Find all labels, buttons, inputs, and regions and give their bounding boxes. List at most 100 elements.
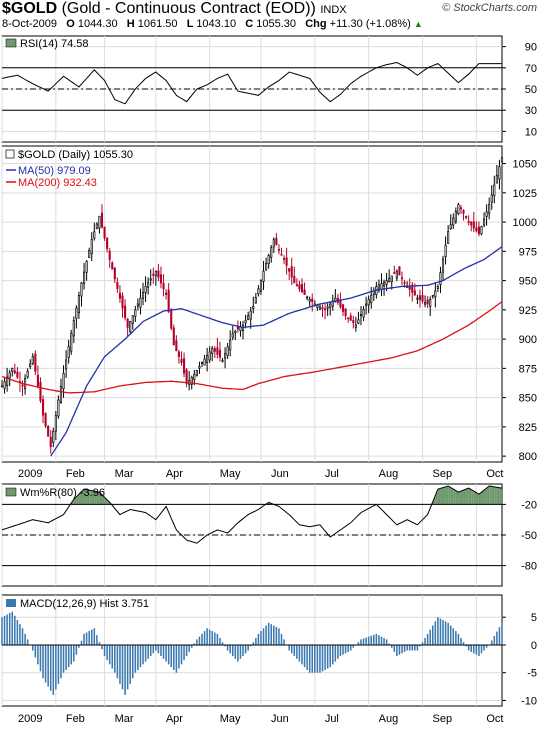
price-candle bbox=[436, 284, 439, 293]
macd-hist-bar bbox=[160, 644, 162, 657]
price-candle-body bbox=[411, 284, 414, 293]
price-candle-body bbox=[180, 358, 183, 363]
price-candle-body bbox=[429, 299, 432, 307]
price-candle bbox=[493, 175, 496, 204]
price-candle-body bbox=[329, 303, 332, 308]
macd-x-axis: 2009 Feb Mar Apr May Jun Jul Aug Sep Oct bbox=[18, 713, 503, 725]
price-candle bbox=[416, 294, 419, 305]
price-candle-body bbox=[82, 271, 86, 284]
price-candle-body bbox=[98, 215, 101, 229]
price-candle bbox=[3, 376, 6, 394]
price-candle bbox=[447, 225, 450, 244]
price-candle-body bbox=[308, 298, 311, 302]
price-candle bbox=[77, 291, 80, 319]
williams-overbought-fill bbox=[440, 487, 444, 505]
williams-overbought-fill bbox=[471, 489, 474, 505]
price-candle bbox=[308, 296, 311, 307]
macd-hist-bar bbox=[214, 632, 216, 645]
price-candle bbox=[490, 185, 493, 210]
price-candle-body bbox=[141, 291, 145, 299]
price-candle-body bbox=[144, 286, 147, 294]
williams-tick-label: -20 bbox=[521, 499, 537, 511]
macd-hist-bar bbox=[383, 638, 385, 645]
price-candle bbox=[118, 285, 122, 303]
williams-overbought-fill bbox=[99, 492, 102, 505]
macd-hist-bar bbox=[273, 625, 275, 645]
macd-hist-bar bbox=[237, 644, 239, 662]
macd-hist-bar bbox=[78, 644, 80, 648]
macd-hist-bar bbox=[39, 644, 42, 672]
williams-legend: Wm%R(80) -3.96 bbox=[20, 487, 105, 499]
price-candle bbox=[400, 271, 404, 286]
williams-overbought-fill bbox=[448, 486, 451, 505]
price-candle-body bbox=[195, 369, 198, 377]
macd-hist-bar bbox=[478, 644, 480, 657]
price-candle bbox=[224, 347, 227, 369]
price-candle-body bbox=[362, 308, 365, 318]
price-candle bbox=[413, 283, 416, 296]
price-candle-body bbox=[359, 314, 363, 316]
macd-hist-bar bbox=[26, 639, 29, 645]
macd-hist-bar bbox=[388, 643, 390, 645]
price-candle-body bbox=[316, 305, 319, 308]
macd-hist-bar bbox=[362, 638, 365, 645]
macd-hist-bar bbox=[8, 613, 11, 645]
macd-hist-bar bbox=[62, 644, 65, 673]
price-candle bbox=[324, 303, 327, 320]
price-candle bbox=[29, 359, 32, 370]
macd-hist-bar bbox=[367, 636, 370, 645]
price-candle-body bbox=[454, 210, 457, 222]
price-candle bbox=[157, 263, 160, 282]
macd-hist-bar bbox=[314, 644, 316, 673]
price-candle-body bbox=[172, 327, 175, 346]
macd-hist-bar bbox=[408, 644, 411, 651]
price-candle-body bbox=[165, 292, 168, 295]
price-candle-body bbox=[457, 204, 460, 215]
price-candle-body bbox=[306, 296, 309, 299]
williams-overbought-fill bbox=[443, 486, 446, 505]
williams-overbought-fill bbox=[455, 490, 459, 505]
price-candle bbox=[31, 353, 34, 366]
price-candle bbox=[154, 270, 157, 286]
symbol-label: $GOLD bbox=[2, 0, 58, 17]
price-candle bbox=[221, 357, 224, 363]
price-candle-body bbox=[182, 358, 186, 374]
price-candle bbox=[377, 279, 380, 293]
rsi-panel: 90 70 50 30 10 RSI(14) 74.58 bbox=[1, 35, 537, 143]
price-candle bbox=[300, 278, 304, 294]
price-candle-body bbox=[6, 376, 9, 386]
price-candle bbox=[206, 347, 209, 372]
macd-hist-bar bbox=[303, 644, 306, 668]
price-candle bbox=[200, 361, 204, 367]
price-candle-body bbox=[103, 226, 106, 239]
price-candle-body bbox=[11, 368, 14, 372]
price-candle bbox=[498, 159, 501, 190]
price-candle bbox=[488, 197, 491, 220]
williams-overbought-fill bbox=[435, 489, 438, 505]
price-candle bbox=[121, 292, 124, 318]
price-candle-body bbox=[149, 278, 152, 281]
price-candle-body bbox=[157, 270, 160, 278]
price-candle-body bbox=[249, 310, 252, 320]
price-candle-body bbox=[267, 255, 270, 265]
price-candle-body bbox=[62, 372, 65, 390]
price-candle-body bbox=[324, 308, 327, 311]
macd-hist-bar bbox=[198, 636, 201, 645]
rsi-legend-icon bbox=[5, 38, 17, 48]
price-candle bbox=[495, 164, 498, 184]
price-candle-body bbox=[54, 415, 57, 432]
price-candle-body bbox=[72, 320, 75, 337]
rsi-tick-label: 30 bbox=[525, 105, 537, 117]
williams-line bbox=[1, 485, 503, 544]
price-candle-body bbox=[200, 362, 204, 364]
macd-hist-bar bbox=[347, 644, 349, 652]
price-candle bbox=[211, 346, 214, 362]
price-candle bbox=[103, 226, 106, 241]
macd-hist-bar bbox=[103, 644, 106, 657]
price-candle bbox=[295, 278, 298, 287]
macd-hist-bar bbox=[244, 644, 247, 654]
price-candle-body bbox=[41, 399, 45, 416]
macd-hist-bar bbox=[452, 628, 455, 645]
price-candle-body bbox=[229, 339, 232, 351]
williams-tick-label: -50 bbox=[521, 530, 537, 542]
